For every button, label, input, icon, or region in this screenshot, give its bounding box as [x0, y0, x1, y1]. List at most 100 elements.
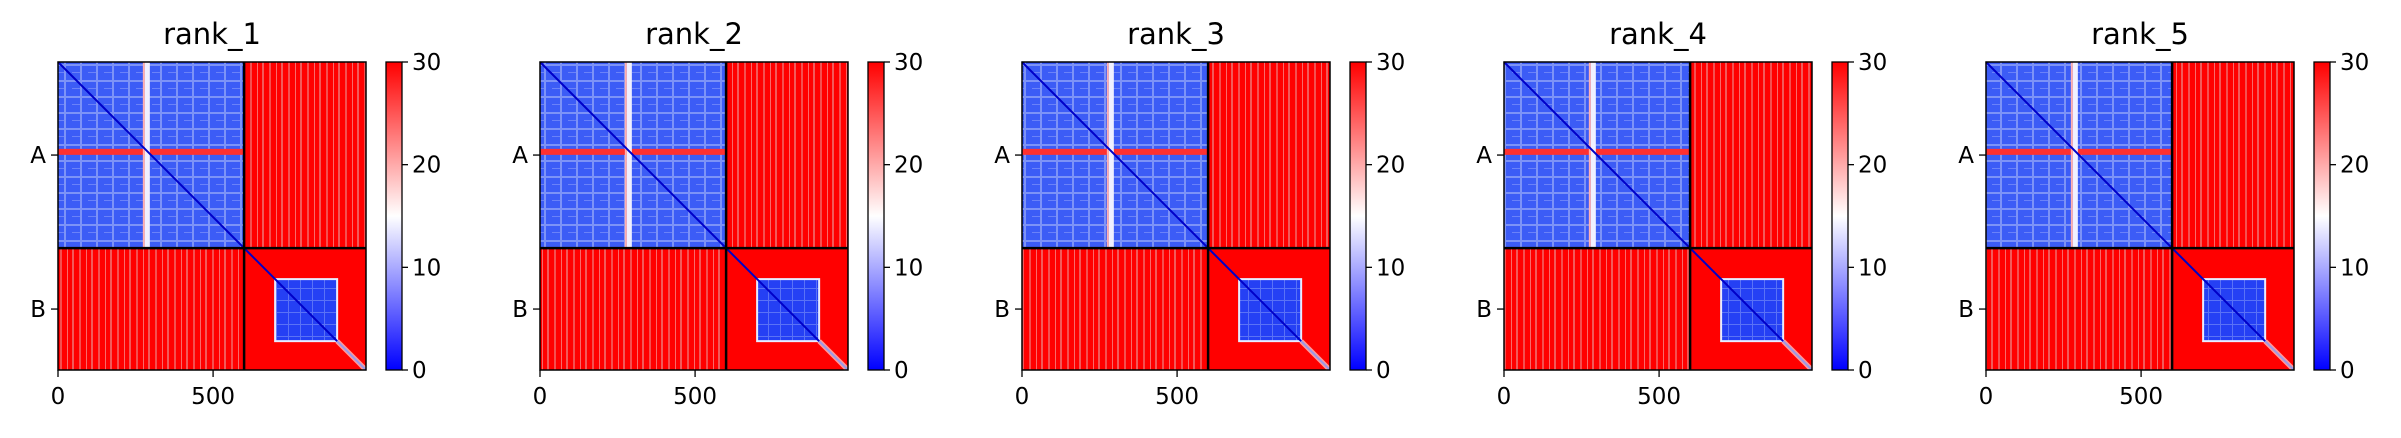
diagonal: [1021, 61, 1331, 371]
column-stripe-edge: [2070, 62, 2073, 249]
panel-1: rank_1 A B 0 500 0 10 20 30: [30, 17, 441, 410]
column-stripe: [144, 62, 150, 249]
x-tick-label: 0: [1497, 384, 1512, 410]
block-A-B: [1690, 62, 1812, 249]
y-tick-label: A: [512, 143, 528, 169]
block-A-B: [244, 62, 366, 249]
colorbar: [385, 61, 403, 371]
colorbar-tick-label: 30: [1376, 50, 1405, 76]
diagonal: [57, 61, 367, 371]
panel-2: rank_2 A B 0 500 0 10 20 30: [512, 17, 923, 410]
column-stripe-edge: [142, 62, 145, 249]
column-stripe: [1590, 62, 1596, 249]
diagonal-halo: [1299, 339, 1332, 372]
y-tick-label: B: [512, 297, 528, 323]
colorbar-tick-label: 0: [2340, 358, 2355, 384]
panel-3: rank_3 A B 0 500 0 10 20 30: [994, 17, 1405, 410]
panel-title: rank_4: [1609, 17, 1707, 51]
colorbar-tick-label: 0: [894, 358, 909, 384]
heatmap: [57, 61, 368, 372]
diagonal: [1503, 61, 1813, 371]
diagonal-halo: [2263, 339, 2296, 372]
colorbar-tick-label: 30: [412, 50, 441, 76]
colorbar-tick-label: 20: [1858, 153, 1887, 179]
x-tick-label: 500: [2119, 384, 2163, 410]
column-stripe: [1108, 62, 1114, 249]
diagonal-halo: [1781, 339, 1814, 372]
colorbar-tick-label: 20: [894, 153, 923, 179]
x-tick-label: 500: [191, 384, 235, 410]
panel-4: rank_4 A B 0 500 0 10 20 30: [1476, 17, 1887, 410]
block-B-A: [540, 248, 727, 370]
block-A-B: [1208, 62, 1330, 249]
colorbar-tick-label: 0: [1376, 358, 1391, 384]
diagonal: [1985, 61, 2295, 371]
column-stripe-edge: [1588, 62, 1591, 249]
x-tick-label: 500: [673, 384, 717, 410]
y-tick-label: A: [1958, 143, 1974, 169]
column-stripe: [626, 62, 632, 249]
colorbar: [1831, 61, 1849, 371]
x-tick-label: 0: [1015, 384, 1030, 410]
diagonal: [539, 61, 849, 371]
panel-title: rank_1: [163, 17, 261, 51]
colorbar: [2313, 61, 2331, 371]
colorbar-tick-label: 30: [2340, 50, 2369, 76]
axes-frame: [1021, 61, 1331, 371]
row-stripe: [1504, 148, 1691, 155]
x-tick-label: 500: [1155, 384, 1199, 410]
diagonal-halo: [817, 339, 850, 372]
y-tick-label: B: [1476, 297, 1492, 323]
column-stripe: [2072, 62, 2078, 249]
panel-title: rank_2: [645, 17, 743, 51]
block-A-B: [726, 62, 848, 249]
y-tick-label: A: [994, 143, 1010, 169]
heatmap: [1503, 61, 1814, 372]
heatmap: [1985, 61, 2296, 372]
panel-title: rank_3: [1127, 17, 1225, 51]
y-tick-label: B: [1958, 297, 1974, 323]
column-stripe-edge: [1106, 62, 1109, 249]
colorbar-tick-label: 20: [412, 153, 441, 179]
colorbar-tick-label: 0: [412, 358, 427, 384]
y-tick-label: A: [30, 143, 46, 169]
axes-frame: [57, 61, 367, 371]
colorbar-tick-label: 10: [1376, 255, 1405, 281]
axes-frame: [1503, 61, 1813, 371]
colorbar-tick-label: 30: [894, 50, 923, 76]
colorbar-tick-label: 20: [2340, 153, 2369, 179]
colorbar-tick-label: 30: [1858, 50, 1887, 76]
row-stripe: [58, 148, 245, 155]
y-tick-label: A: [1476, 143, 1492, 169]
block-B-A: [1022, 248, 1209, 370]
colorbar-tick-label: 10: [412, 255, 441, 281]
block-B-A: [1504, 248, 1691, 370]
colorbar-tick-label: 0: [1858, 358, 1873, 384]
colorbar: [1349, 61, 1367, 371]
diagonal-halo: [335, 339, 368, 372]
panel-5: rank_5 A B 0 500 0 10 20 30: [1958, 17, 2369, 410]
block-A-B: [2172, 62, 2294, 249]
x-tick-label: 0: [51, 384, 66, 410]
axes-frame: [1985, 61, 2295, 371]
row-stripe: [1986, 148, 2173, 155]
colorbar-tick-label: 10: [2340, 255, 2369, 281]
axes-frame: [539, 61, 849, 371]
x-tick-label: 0: [533, 384, 548, 410]
panel-title: rank_5: [2091, 17, 2189, 51]
colorbar: [867, 61, 885, 371]
row-stripe: [540, 148, 727, 155]
colorbar-tick-label: 20: [1376, 153, 1405, 179]
x-tick-label: 500: [1637, 384, 1681, 410]
x-tick-label: 0: [1979, 384, 1994, 410]
heatmap: [1021, 61, 1332, 372]
column-stripe-edge: [624, 62, 627, 249]
block-B-A: [1986, 248, 2173, 370]
colorbar-tick-label: 10: [894, 255, 923, 281]
heatmap: [539, 61, 850, 372]
row-stripe: [1022, 148, 1209, 155]
colorbar-tick-label: 10: [1858, 255, 1887, 281]
block-B-A: [58, 248, 245, 370]
y-tick-label: B: [30, 297, 46, 323]
